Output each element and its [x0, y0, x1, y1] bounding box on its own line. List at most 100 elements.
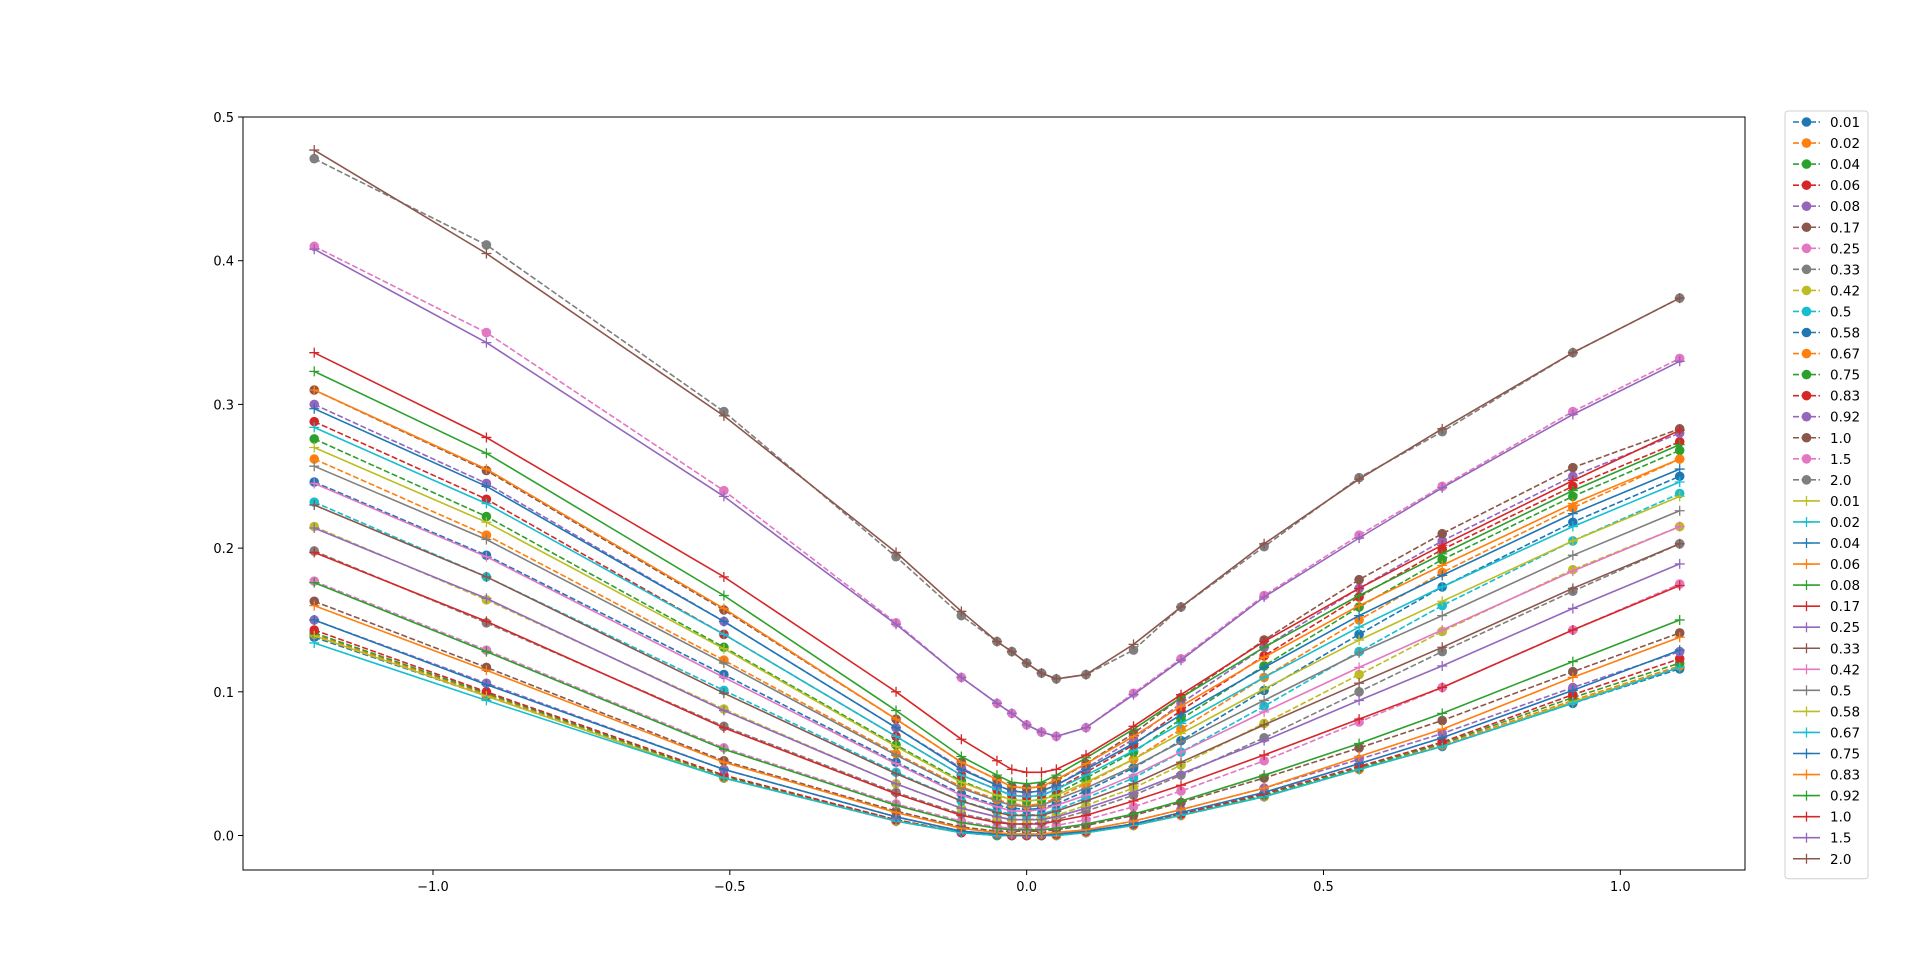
data-point — [891, 788, 902, 799]
data-point — [1437, 423, 1448, 434]
legend-entry: 0.83 — [1793, 389, 1860, 405]
data-point — [1036, 777, 1047, 788]
data-point — [1354, 751, 1365, 762]
legend-label: 0.83 — [1830, 389, 1860, 405]
legend-label: 2.0 — [1830, 852, 1851, 868]
data-point — [481, 571, 492, 582]
legend-marker — [1801, 685, 1812, 696]
legend-entry: 0.67 — [1793, 347, 1860, 363]
data-point — [1567, 603, 1578, 614]
data-point — [956, 751, 967, 762]
data-point — [1567, 656, 1578, 667]
legend-label: 0.17 — [1830, 220, 1860, 236]
data-point — [1567, 625, 1578, 636]
legend-marker — [1801, 327, 1812, 338]
data-point — [1259, 591, 1270, 602]
series-line — [313, 438, 1681, 802]
series-line — [313, 581, 1680, 831]
data-point — [1354, 474, 1365, 485]
legend-entry: 0.04 — [1793, 536, 1860, 552]
legend-marker — [1801, 411, 1812, 422]
data-point — [1674, 662, 1685, 673]
series-line — [313, 527, 1681, 821]
legend-marker — [1801, 390, 1812, 401]
legend: 0.01 0.02 0.04 0.06 0.08 0.17 0.25 0.33 0.42 0.5 0… — [1784, 110, 1869, 880]
data-point — [1354, 678, 1365, 689]
series-13 — [309, 416, 1685, 802]
data-point — [1674, 356, 1685, 367]
legend-entry: 0.04 — [1793, 157, 1860, 173]
data-point — [481, 646, 492, 657]
legend-entry: 0.33 — [1793, 262, 1860, 278]
legend-label: 0.58 — [1830, 326, 1860, 342]
legend-marker — [1801, 538, 1812, 548]
data-point — [718, 603, 729, 614]
data-point — [1176, 728, 1187, 739]
data-point — [1259, 636, 1270, 647]
legend-label: 0.06 — [1830, 557, 1860, 573]
series-34 — [309, 244, 1685, 742]
data-point — [1354, 714, 1365, 725]
data-point — [1051, 673, 1062, 684]
data-point — [1674, 521, 1685, 532]
legend-entry: 1.0 — [1793, 810, 1851, 826]
x-axis: −1.0 −0.5 0.0 0.5 1.0 — [417, 870, 1631, 895]
data-point — [1036, 668, 1047, 679]
data-point — [1176, 602, 1187, 613]
data-point — [718, 672, 729, 683]
data-point — [1354, 662, 1365, 673]
legend-marker — [1801, 159, 1812, 169]
data-point — [481, 665, 492, 676]
legend-box — [1784, 110, 1869, 880]
legend-label: 0.02 — [1830, 136, 1860, 152]
data-point — [1259, 735, 1270, 746]
data-point — [718, 491, 729, 502]
data-point — [1259, 719, 1270, 730]
data-point — [309, 442, 320, 453]
legend-entry: 0.01 — [1793, 494, 1860, 510]
legend-marker — [1801, 559, 1812, 570]
legend-label: 2.0 — [1830, 473, 1851, 489]
data-point — [1354, 574, 1364, 585]
data-point — [1176, 757, 1187, 768]
legend-entry: 0.06 — [1793, 178, 1860, 194]
data-point — [718, 658, 729, 669]
legend-label: 0.42 — [1830, 662, 1860, 678]
data-point — [1567, 583, 1578, 594]
data-point — [309, 366, 320, 377]
data-point — [1354, 669, 1364, 680]
legend-entry: 0.75 — [1793, 747, 1860, 763]
data-point — [718, 643, 729, 654]
data-point — [309, 600, 320, 611]
data-point — [1176, 780, 1187, 791]
data-point — [1021, 719, 1032, 730]
legend-marker — [1801, 222, 1812, 233]
data-point — [1568, 462, 1578, 473]
data-point — [481, 337, 492, 348]
data-point — [1006, 764, 1017, 775]
data-point — [991, 636, 1002, 647]
legend-label: 0.04 — [1830, 157, 1860, 173]
data-point — [1437, 715, 1448, 726]
data-point — [309, 522, 320, 533]
data-point — [1176, 768, 1187, 779]
data-point — [1437, 528, 1448, 539]
data-point — [1036, 727, 1047, 738]
data-point — [1259, 701, 1269, 711]
series-line — [313, 600, 1680, 833]
y-axis: 0.0 0.1 0.2 0.3 0.4 0.5 — [213, 111, 243, 845]
y-tick-label: 0.0 — [213, 830, 234, 845]
legend-entry: 0.02 — [1793, 136, 1860, 152]
legend-label: 0.67 — [1830, 347, 1860, 363]
data-point — [891, 714, 902, 725]
series-32 — [309, 366, 1685, 789]
series-line — [313, 619, 1680, 837]
data-point — [1021, 767, 1032, 778]
data-point — [1259, 538, 1270, 549]
y-tick-label: 0.1 — [213, 686, 234, 701]
data-point — [1128, 770, 1139, 781]
legend-entry: 0.08 — [1793, 199, 1860, 215]
data-point — [1674, 477, 1685, 488]
data-point — [1176, 786, 1186, 796]
data-point — [1674, 425, 1685, 436]
